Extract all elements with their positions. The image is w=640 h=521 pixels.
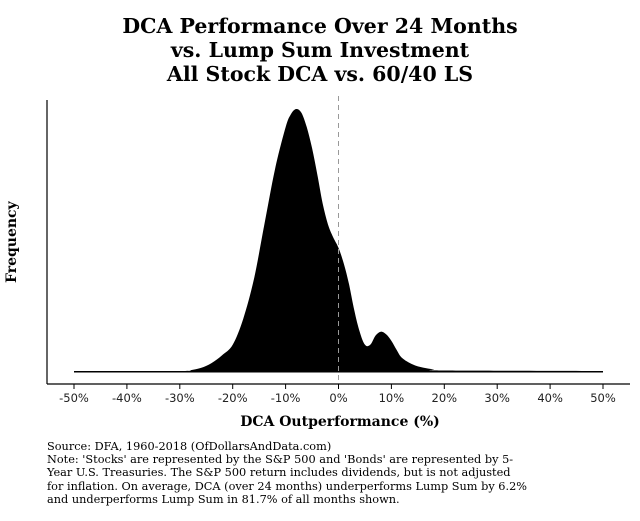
- x-tick-label: -20%: [218, 391, 248, 405]
- chart-title-line-1: DCA Performance Over 24 Months: [122, 14, 518, 38]
- x-tick-label: 30%: [484, 391, 510, 405]
- source-text: Source: DFA, 1960-2018 (OfDollarsAndData…: [47, 440, 332, 453]
- x-tick-label: 0%: [329, 391, 347, 405]
- chart-title-line-2: vs. Lump Sum Investment: [170, 38, 470, 62]
- x-tick-label: -50%: [59, 391, 89, 405]
- x-tick-label: -10%: [271, 391, 301, 405]
- x-tick-label: -30%: [165, 391, 195, 405]
- x-tick-label: 10%: [379, 391, 405, 405]
- x-axis-ticks: -50% -40% -30% -20% -10% 0% 10% 20% 30% 40% 50%: [59, 384, 616, 405]
- note-line-1: Note: 'Stocks' are represented by the S&…: [47, 453, 514, 467]
- note-line-4: and underperforms Lump Sum in 81.7% of a…: [47, 492, 400, 506]
- chart-title-line-3: All Stock DCA vs. 60/40 LS: [166, 62, 474, 86]
- x-axis-label: DCA Outperformance (%): [240, 414, 440, 430]
- note-line-3: for inflation. On average, DCA (over 24 …: [47, 479, 527, 493]
- x-tick-label: 20%: [432, 391, 458, 405]
- footnote: Source: DFA, 1960-2018 (OfDollarsAndData…: [47, 440, 617, 506]
- x-tick-label: 50%: [590, 391, 616, 405]
- density-area: [74, 108, 603, 373]
- x-tick-label: 40%: [537, 391, 563, 405]
- y-axis-label: Frequency: [4, 201, 20, 283]
- note-line-2: Year U.S. Treasuries. The S&P 500 return…: [47, 466, 511, 480]
- x-tick-label: -40%: [112, 391, 142, 405]
